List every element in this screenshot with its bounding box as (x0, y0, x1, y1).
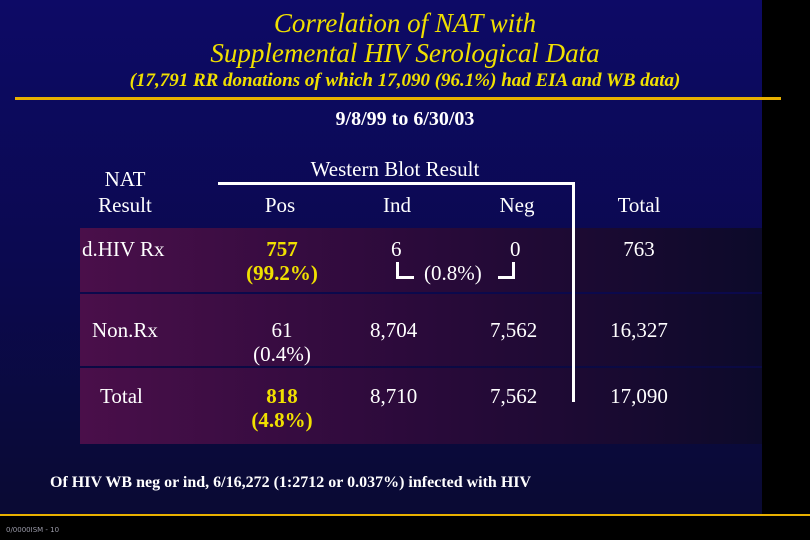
cell-nonrx-pos-pct: (0.4%) (253, 342, 311, 366)
cell-total-pos-pct: (4.8%) (251, 408, 313, 432)
bottom-rule (0, 514, 810, 516)
cell-dhiv-total: 763 (623, 237, 655, 261)
header-ind: Ind (383, 193, 411, 217)
title-line-1: Correlation of NAT with (273, 8, 537, 38)
header-neg: Neg (499, 193, 535, 217)
cell-dhiv-pos: 757 (266, 237, 298, 261)
slide-id: 0/0000ISM - 10 (6, 526, 60, 534)
cell-dhiv-indneg-pct: (0.8%) (424, 261, 482, 285)
title-line-2: Supplemental HIV Serological Data (210, 38, 600, 68)
cell-nonrx-neg: 7,562 (490, 318, 538, 342)
header-bracket-right (572, 182, 575, 402)
row-band-total (80, 368, 762, 444)
row-band-dhiv (80, 228, 762, 292)
cell-nonrx-pos: 61 (271, 318, 293, 342)
cell-total-pos: 818 (266, 384, 298, 408)
bracket-left-foot (396, 276, 414, 279)
header-bracket-top (218, 182, 575, 185)
cell-total-neg: 7,562 (490, 384, 538, 408)
cell-dhiv-pos-pct: (99.2%) (246, 261, 318, 285)
slide-margin-right (762, 0, 810, 514)
subtitle: (17,791 RR donations of which 17,090 (96… (129, 70, 681, 91)
cell-total-ind: 8,710 (370, 384, 418, 408)
cell-nonrx-ind: 8,704 (370, 318, 418, 342)
cell-nonrx-total: 16,327 (610, 318, 668, 342)
date-range: 9/8/99 to 6/30/03 (335, 108, 475, 130)
header-nat-result-1: NAT (104, 167, 146, 191)
cell-total-total: 17,090 (610, 384, 668, 408)
cell-dhiv-neg: 0 (510, 237, 521, 261)
row-label-nonrx: Non.Rx (92, 318, 158, 342)
bracket-right-foot (498, 276, 515, 279)
title-rule (15, 97, 781, 100)
header-nat-result-2: Result (98, 193, 152, 217)
row-band-nonrx (80, 294, 762, 366)
row-label-dhiv-rx: d.HIV Rx (82, 237, 165, 261)
bracket-left-vertical (396, 262, 399, 278)
header-western-blot-result: Western Blot Result (310, 157, 480, 181)
header-total: Total (617, 193, 661, 217)
bracket-right-vertical (512, 262, 515, 278)
row-label-total: Total (100, 384, 143, 408)
header-pos: Pos (264, 193, 296, 217)
cell-dhiv-ind: 6 (391, 237, 402, 261)
footnote: Of HIV WB neg or ind, 6/16,272 (1:2712 o… (50, 474, 532, 491)
